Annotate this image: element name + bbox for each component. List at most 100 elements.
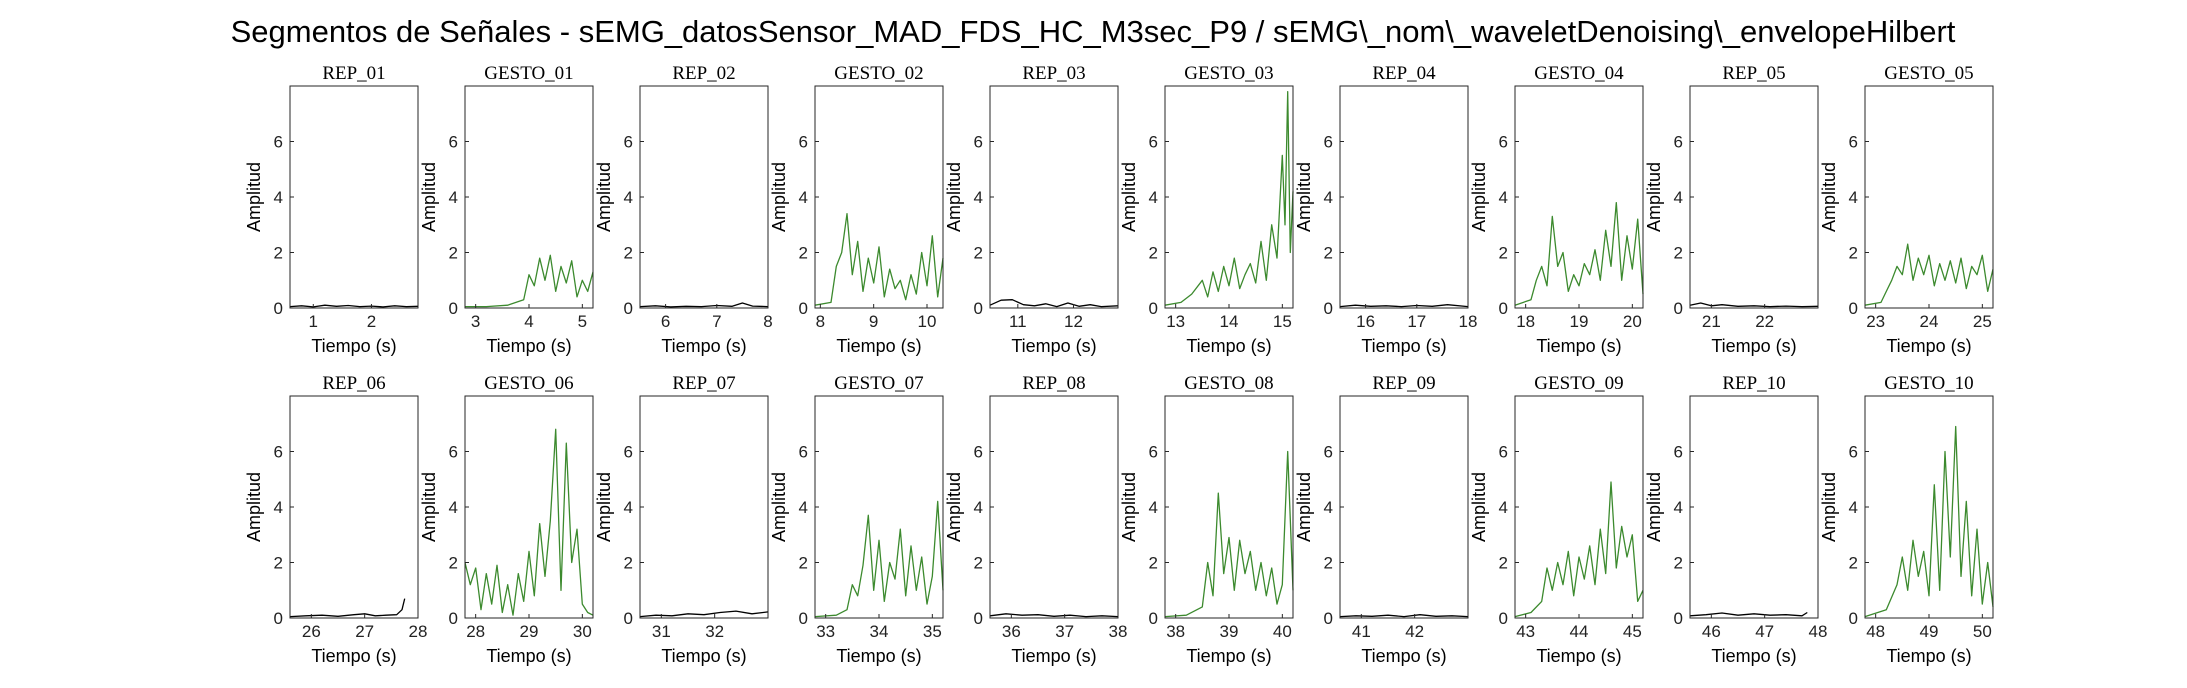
x-tick-label: 41 — [1352, 622, 1371, 641]
series-line — [814, 500, 944, 618]
y-axis-label: Amplitud — [594, 162, 614, 232]
y-tick-label: 4 — [1499, 498, 1508, 517]
y-tick-label: 6 — [1149, 443, 1158, 462]
x-tick-label: 13 — [1166, 312, 1185, 331]
y-tick-label: 6 — [624, 443, 633, 462]
x-tick-label: 47 — [1755, 622, 1774, 641]
subplot-gesto-10: 0 2 4 6 48 49 50 GESTO_10 Tiempo (s) Amplitud — [1819, 373, 1994, 666]
x-tick-label: 35 — [923, 622, 942, 641]
plot-area — [814, 85, 944, 309]
x-tick-label: 44 — [1570, 622, 1589, 641]
subplot-title: GESTO_09 — [1534, 373, 1623, 394]
y-tick-label: 6 — [624, 133, 633, 152]
x-tick-label: 28 — [409, 622, 428, 641]
y-tick-label: 2 — [1674, 554, 1683, 573]
x-tick-label: 18 — [1516, 312, 1535, 331]
y-tick-label: 2 — [1849, 554, 1858, 573]
subplot-title: REP_03 — [1022, 63, 1085, 84]
plot-area — [1689, 85, 1819, 309]
y-tick-label: 0 — [1324, 609, 1333, 628]
y-tick-label: 4 — [1499, 188, 1508, 207]
subplot-title: REP_04 — [1372, 63, 1436, 84]
y-tick-label: 6 — [274, 133, 283, 152]
y-axis-label: Amplitud — [1119, 472, 1139, 542]
y-tick-label: 0 — [974, 299, 983, 318]
y-tick-label: 4 — [799, 188, 808, 207]
x-tick-label: 8 — [816, 312, 825, 331]
x-tick-label: 16 — [1356, 312, 1375, 331]
x-axis-label: Tiempo (s) — [486, 646, 571, 666]
y-tick-label: 4 — [449, 498, 458, 517]
y-axis-label: Amplitud — [1294, 162, 1314, 232]
plot-area — [1339, 395, 1469, 619]
y-tick-label: 6 — [799, 133, 808, 152]
y-axis-label: Amplitud — [594, 472, 614, 542]
x-tick-label: 17 — [1407, 312, 1426, 331]
y-tick-label: 0 — [1499, 609, 1508, 628]
x-tick-label: 29 — [520, 622, 539, 641]
y-tick-label: 6 — [799, 443, 808, 462]
subplot-title: GESTO_02 — [834, 63, 923, 84]
plot-area — [1689, 395, 1819, 619]
subplot-title: REP_07 — [672, 373, 735, 394]
x-tick-label: 12 — [1064, 312, 1083, 331]
subplot-rep-05: 0 2 4 6 21 22 REP_05 Tiempo (s) Amplitud — [1644, 63, 1819, 356]
plot-area — [814, 395, 944, 619]
x-tick-label: 11 — [1009, 312, 1027, 331]
x-axis-label: Tiempo (s) — [836, 336, 921, 356]
x-tick-label: 23 — [1866, 312, 1885, 331]
x-tick-label: 5 — [578, 312, 587, 331]
y-axis-label: Amplitud — [769, 162, 789, 232]
x-tick-label: 31 — [652, 622, 671, 641]
subplot-title: GESTO_05 — [1884, 63, 1973, 84]
series-line — [1339, 304, 1469, 308]
y-axis-label: Amplitud — [1469, 162, 1489, 232]
x-tick-label: 48 — [1809, 622, 1828, 641]
y-tick-label: 6 — [1674, 133, 1683, 152]
x-tick-label: 46 — [1702, 622, 1721, 641]
y-tick-label: 4 — [624, 498, 633, 517]
y-tick-label: 2 — [974, 244, 983, 263]
y-tick-label: 4 — [1674, 498, 1683, 517]
series-line — [464, 428, 594, 616]
x-tick-label: 39 — [1220, 622, 1239, 641]
y-tick-label: 0 — [1149, 299, 1158, 318]
y-tick-label: 6 — [1849, 443, 1858, 462]
y-tick-label: 6 — [1849, 133, 1858, 152]
plot-area — [289, 85, 419, 309]
subplot-title: GESTO_10 — [1884, 373, 1973, 394]
y-tick-label: 2 — [1499, 244, 1508, 263]
y-tick-label: 2 — [624, 244, 633, 263]
y-tick-label: 0 — [1324, 299, 1333, 318]
x-tick-label: 26 — [302, 622, 321, 641]
subplot-rep-07: 0 2 4 6 31 32 REP_07 Tiempo (s) Amplitud — [594, 373, 769, 666]
x-axis-label: Tiempo (s) — [1186, 646, 1271, 666]
subplot-title: GESTO_07 — [834, 373, 923, 394]
x-tick-label: 21 — [1702, 312, 1721, 331]
subplot-title: GESTO_08 — [1184, 373, 1273, 394]
x-tick-label: 36 — [1002, 622, 1021, 641]
x-tick-label: 34 — [870, 622, 889, 641]
x-axis-label: Tiempo (s) — [1536, 336, 1621, 356]
series-line — [1164, 450, 1294, 618]
x-tick-label: 38 — [1166, 622, 1185, 641]
plot-area — [1164, 85, 1294, 309]
y-tick-label: 0 — [274, 299, 283, 318]
x-tick-label: 6 — [661, 312, 670, 331]
y-tick-label: 4 — [974, 188, 983, 207]
x-tick-label: 27 — [355, 622, 374, 641]
x-axis-label: Tiempo (s) — [311, 336, 396, 356]
plot-area — [464, 395, 594, 619]
y-tick-label: 6 — [1499, 133, 1508, 152]
y-tick-label: 2 — [974, 554, 983, 573]
y-tick-label: 2 — [624, 554, 633, 573]
x-tick-label: 1 — [309, 312, 318, 331]
x-tick-label: 32 — [705, 622, 724, 641]
y-tick-label: 2 — [1149, 554, 1158, 573]
x-tick-label: 45 — [1623, 622, 1642, 641]
y-tick-label: 0 — [274, 609, 283, 628]
x-tick-label: 30 — [573, 622, 592, 641]
x-axis-label: Tiempo (s) — [1186, 336, 1271, 356]
